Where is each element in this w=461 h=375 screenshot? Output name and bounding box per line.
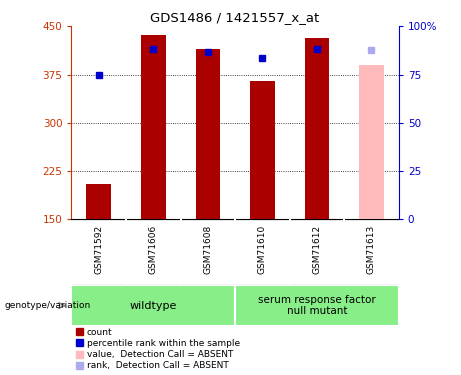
Text: GSM71612: GSM71612 bbox=[313, 225, 321, 274]
Text: GSM71610: GSM71610 bbox=[258, 225, 267, 274]
Bar bbox=[359, 65, 384, 219]
Text: GSM71608: GSM71608 bbox=[203, 225, 213, 274]
Text: genotype/variation: genotype/variation bbox=[5, 301, 91, 310]
Text: wildtype: wildtype bbox=[130, 301, 177, 310]
Bar bbox=[141, 34, 165, 219]
Bar bbox=[195, 49, 220, 219]
Bar bbox=[305, 38, 329, 219]
Bar bbox=[87, 184, 111, 219]
Legend: count, percentile rank within the sample, value,  Detection Call = ABSENT, rank,: count, percentile rank within the sample… bbox=[76, 328, 240, 370]
Bar bbox=[250, 81, 275, 219]
Bar bbox=[71, 285, 235, 326]
Bar bbox=[235, 285, 399, 326]
Text: GSM71613: GSM71613 bbox=[367, 225, 376, 274]
Title: GDS1486 / 1421557_x_at: GDS1486 / 1421557_x_at bbox=[150, 11, 320, 24]
Text: GSM71592: GSM71592 bbox=[94, 225, 103, 274]
Text: serum response factor
null mutant: serum response factor null mutant bbox=[258, 295, 376, 316]
Text: GSM71606: GSM71606 bbox=[149, 225, 158, 274]
